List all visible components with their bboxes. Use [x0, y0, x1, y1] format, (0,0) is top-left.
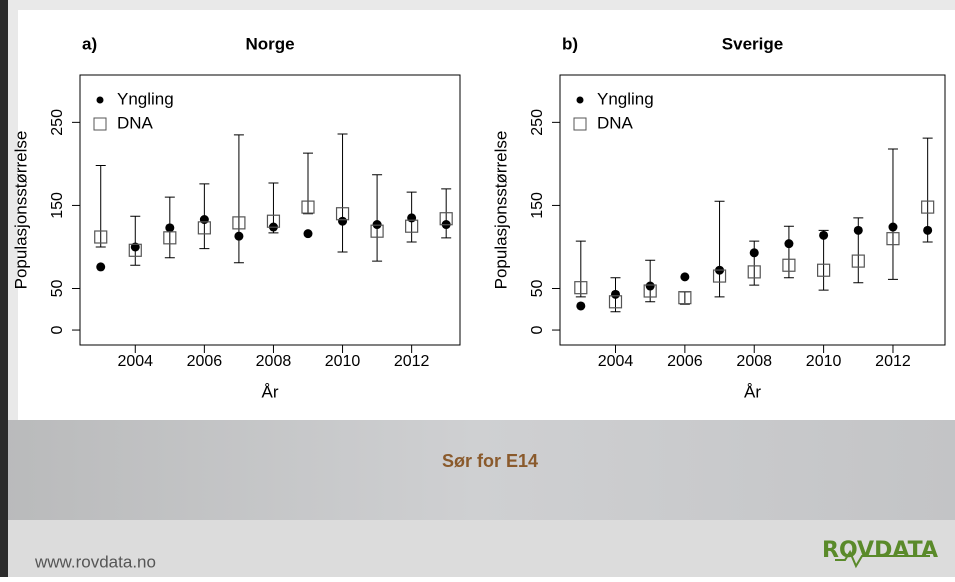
point [576, 301, 586, 311]
error-bar [818, 229, 829, 291]
error-bar [783, 225, 794, 279]
error-bar [372, 174, 383, 262]
point [128, 243, 142, 257]
x-axis-label: År [744, 382, 761, 401]
point [232, 216, 246, 230]
point [405, 219, 419, 233]
error-bar [610, 277, 621, 313]
error-bar [337, 133, 348, 253]
panel-label: a) [82, 34, 97, 53]
point [94, 230, 108, 244]
error-bar [233, 134, 244, 264]
snow-band [0, 420, 955, 520]
left-edge [0, 0, 8, 577]
legend-label: Yngling [117, 89, 174, 108]
footer-url: www.rovdata.no [34, 552, 156, 571]
error-bar [887, 148, 898, 280]
y-tick-label: 150 [529, 192, 546, 219]
plot-frame [79, 74, 461, 346]
y-axis-label: Populasjonsstørrelse [11, 131, 30, 290]
logo: ROVDATA [822, 538, 938, 563]
y-tick-label: 250 [529, 109, 546, 136]
point [817, 263, 831, 277]
x-tick-label: 2012 [394, 353, 430, 370]
legend-marker [576, 96, 584, 104]
point [96, 262, 106, 272]
y-tick-label: 50 [49, 280, 66, 298]
error-bar [714, 200, 725, 298]
y-tick-label: 0 [49, 325, 66, 334]
error-bar [95, 165, 106, 248]
point [643, 284, 657, 298]
caption: Sør for E14 [442, 451, 538, 471]
y-tick-label: 50 [529, 280, 546, 298]
error-bar [922, 137, 933, 243]
x-tick-label: 2012 [875, 353, 911, 370]
error-bar [853, 217, 864, 284]
chart-panel [18, 10, 955, 420]
logo-line [835, 549, 930, 569]
x-tick-label: 2004 [598, 353, 634, 370]
point [678, 291, 692, 305]
point [782, 258, 796, 272]
x-tick-label: 2010 [325, 353, 361, 370]
legend-marker [93, 117, 107, 131]
legend-label: Yngling [597, 89, 654, 108]
legend-label: DNA [117, 113, 154, 132]
error-bar [303, 152, 313, 215]
error-bar [645, 259, 656, 303]
footer-band [0, 520, 955, 577]
chart-title: Norge [245, 34, 294, 53]
y-tick-label: 0 [529, 325, 546, 334]
point [886, 232, 900, 246]
y-tick-label: 150 [49, 192, 66, 219]
point [439, 212, 453, 226]
x-tick-label: 2008 [736, 353, 772, 370]
x-tick-label: 2010 [806, 353, 842, 370]
chart-title: Sverige [722, 34, 783, 53]
point [163, 231, 177, 245]
legend-marker [573, 117, 587, 131]
y-axis-label: Populasjonsstørrelse [491, 131, 510, 290]
error-bar [164, 196, 175, 259]
point [303, 229, 313, 239]
point [712, 269, 727, 283]
legend-label: DNA [597, 113, 634, 132]
error-bar [268, 182, 279, 234]
point [574, 281, 588, 295]
plot-frame [559, 74, 946, 346]
error-bar [406, 191, 417, 243]
point [370, 224, 384, 238]
error-bar [199, 183, 210, 250]
point [921, 200, 935, 214]
error-bar [575, 240, 586, 298]
point [851, 254, 865, 268]
point [266, 214, 281, 228]
panel-label: b) [562, 34, 578, 53]
x-tick-label: 2006 [667, 353, 703, 370]
x-tick-label: 2004 [117, 353, 153, 370]
point [747, 265, 761, 279]
point [335, 207, 350, 221]
x-tick-label: 2006 [187, 353, 223, 370]
y-tick-label: 250 [49, 109, 66, 136]
error-bar [130, 215, 141, 266]
point [301, 200, 315, 214]
x-tick-label: 2008 [256, 353, 292, 370]
x-axis-label: År [262, 382, 279, 401]
point [680, 272, 690, 282]
point [197, 221, 211, 235]
point [608, 295, 623, 309]
legend-marker [96, 96, 104, 104]
